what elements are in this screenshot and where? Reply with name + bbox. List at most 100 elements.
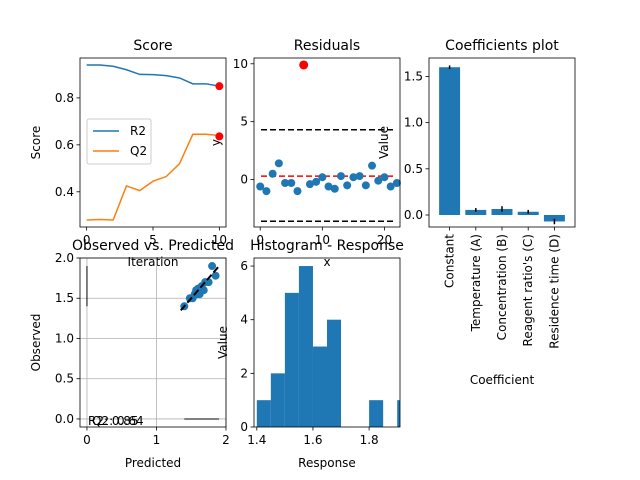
- bar: [439, 67, 461, 215]
- x-tick-label: 0: [256, 233, 264, 247]
- data-point: [312, 177, 321, 186]
- y-tick-label: 0.6: [55, 138, 74, 152]
- histogram-bar: [284, 292, 299, 427]
- axes-frame: [253, 57, 401, 228]
- x-tick-label: 1.8: [360, 433, 379, 447]
- data-point: [361, 181, 370, 190]
- x-tick-label: Residence time (D): [547, 234, 561, 349]
- x-tick-label: Concentration (B): [495, 234, 509, 340]
- histogram-bar: [312, 346, 327, 427]
- data-point: [324, 182, 333, 191]
- highlight-point: [215, 132, 224, 141]
- data-point: [211, 271, 220, 280]
- data-point: [318, 173, 327, 182]
- data-point: [355, 172, 364, 181]
- data-point: [386, 182, 395, 191]
- annotation-r2: R2: 0.85: [88, 414, 139, 428]
- data-point: [336, 172, 345, 181]
- histogram-bar: [327, 319, 342, 427]
- data-point: [380, 173, 389, 182]
- data-point: [343, 181, 352, 190]
- data-point: [349, 173, 358, 182]
- x-tick-label: 10: [315, 233, 330, 247]
- y-tick-label: 1.0: [55, 331, 74, 345]
- histogram-bar: [298, 266, 313, 427]
- data-point: [199, 286, 208, 295]
- data-point: [287, 179, 296, 188]
- y-axis-label: Value: [216, 326, 230, 359]
- y-tick-label: 4: [240, 313, 248, 327]
- y-tick-label: 0.8: [55, 91, 74, 105]
- x-tick-label: 5: [149, 233, 157, 247]
- residuals-panel: 0 10 20 0 5 10 Residuals x y: [209, 38, 401, 269]
- x-tick-label: 2: [222, 433, 230, 447]
- y-axis-label: Observed: [29, 314, 43, 372]
- x-tick-label: Temperature (A): [469, 234, 483, 332]
- histogram-bar: [270, 373, 285, 427]
- y-tick-label: 6: [240, 259, 248, 273]
- legend-label: Q2: [130, 144, 147, 158]
- coefficients-panel: Constant Temperature (A) Concentration (B)…: [377, 38, 576, 387]
- x-axis-label: Response: [298, 456, 356, 470]
- y-axis-label: Value: [377, 126, 391, 159]
- series-line-q2: [86, 133, 220, 221]
- y-axis-label: Score: [29, 126, 43, 160]
- y-axis-label: y: [209, 139, 223, 146]
- x-axis-label: Iteration: [128, 255, 179, 269]
- y-tick-label: 0.0: [55, 412, 74, 426]
- y-tick-label: 2: [240, 366, 248, 380]
- chart-title: Residuals: [294, 38, 360, 54]
- x-tick-label: 0: [83, 433, 91, 447]
- y-tick-label: 5: [240, 115, 248, 129]
- data-point: [374, 176, 383, 185]
- data-point: [305, 180, 314, 189]
- data-point: [256, 182, 265, 191]
- x-tick-label: 1: [153, 433, 161, 447]
- y-tick-label: 1.5: [55, 291, 74, 305]
- chart-title: Observed vs. Predicted: [72, 238, 234, 254]
- data-point: [268, 169, 277, 178]
- histogram-bar: [369, 400, 384, 427]
- bar: [465, 209, 487, 215]
- data-point: [281, 179, 290, 188]
- chart-title: Coefficients plot: [445, 38, 559, 54]
- y-tick-label: 2.0: [55, 251, 74, 265]
- x-tick-label: Reagent ratio's (C): [521, 234, 535, 346]
- y-tick-label: 0: [240, 173, 248, 187]
- x-axis-label: Coefficient: [470, 373, 535, 387]
- y-tick-label: 10: [233, 57, 248, 71]
- legend-label: R2: [130, 124, 146, 138]
- axes-frame: [253, 257, 401, 428]
- series-line-r2: [86, 64, 220, 87]
- x-tick-label: 10: [212, 233, 227, 247]
- data-point: [368, 161, 377, 170]
- x-tick-label: 20: [377, 233, 392, 247]
- chart-title: Histogram - Response: [250, 238, 404, 254]
- annotation-q2: Q2: 0.64: [92, 414, 144, 428]
- y-tick-label: 1.0: [404, 116, 423, 130]
- highlight-point: [299, 60, 309, 70]
- y-tick-label: 0.5: [404, 162, 423, 176]
- data-point: [208, 262, 217, 271]
- data-point: [274, 159, 283, 168]
- x-tick-label: 0: [83, 233, 91, 247]
- y-tick-label: 0.4: [55, 185, 74, 199]
- y-tick-label: 1.5: [404, 69, 423, 83]
- histogram-bar: [397, 400, 400, 427]
- y-tick-label: 0.0: [404, 208, 423, 222]
- y-tick-label: 0.5: [55, 372, 74, 386]
- data-point: [192, 290, 201, 299]
- chart-title: Score: [133, 38, 172, 54]
- bar: [491, 208, 513, 215]
- highlight-point: [215, 82, 224, 91]
- histogram-bar: [256, 400, 271, 427]
- axes-frame: [79, 257, 227, 428]
- y-tick-label: 0: [240, 420, 248, 434]
- data-point: [204, 278, 213, 287]
- data-point: [392, 179, 401, 188]
